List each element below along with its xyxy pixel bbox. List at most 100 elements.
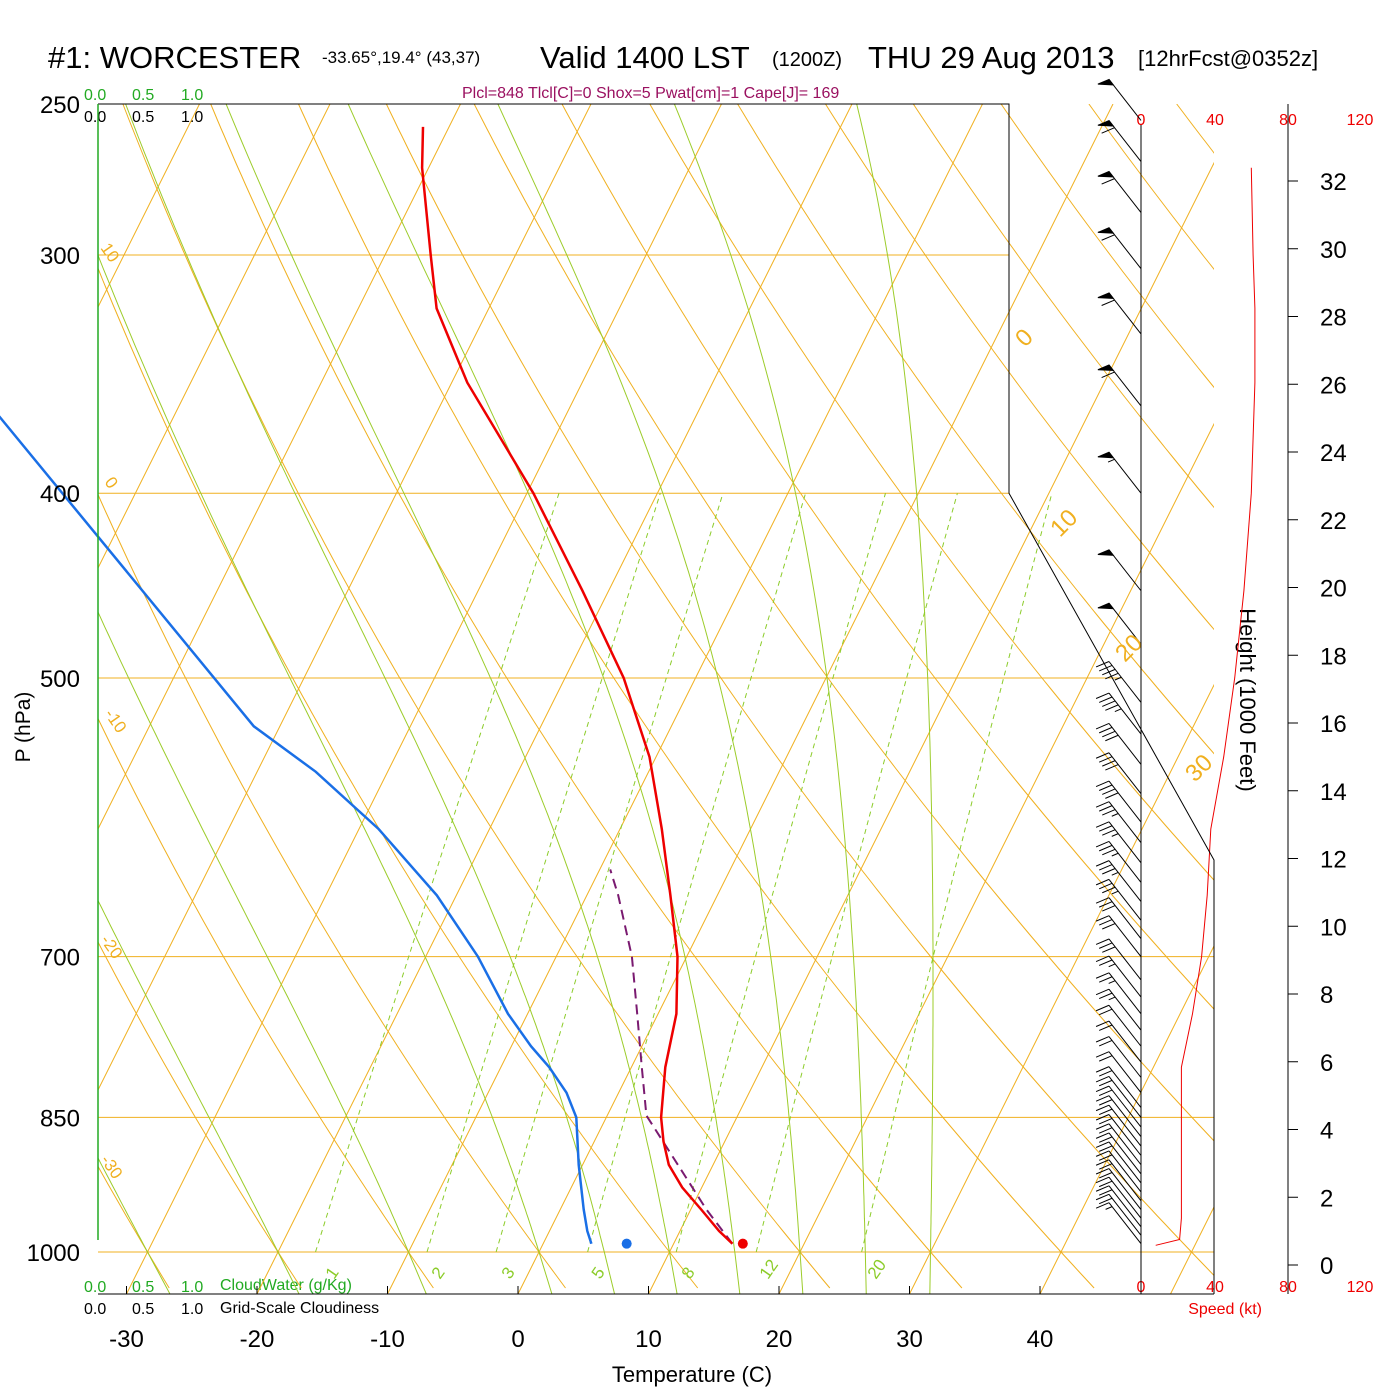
height-tick-label: 30 bbox=[1320, 237, 1347, 264]
wind-barb-feather bbox=[1095, 1104, 1110, 1112]
isotherm-line bbox=[1170, 1205, 1214, 1294]
wind-barb-feather bbox=[1098, 1163, 1113, 1170]
wind-barb-feather bbox=[1098, 882, 1113, 890]
height-tick-label: 8 bbox=[1320, 982, 1333, 1009]
isotherm-line bbox=[256, 104, 853, 1294]
wind-barb-feather bbox=[1095, 1114, 1110, 1121]
axes: 1 2 3 5 8 12 200102030100-10-20-30250300400500… bbox=[27, 92, 1347, 1353]
forecast-info: [12hrFcst@0352z] bbox=[1138, 46, 1318, 71]
wind-barb-feather bbox=[1098, 805, 1113, 812]
wind-barb-feather bbox=[1098, 1127, 1113, 1134]
wind-barb-feather bbox=[1098, 844, 1113, 852]
wind-barb-feather bbox=[1101, 234, 1115, 241]
moist-adiabat-line bbox=[125, 104, 616, 1294]
wind-barb-feather bbox=[1095, 801, 1110, 808]
wind-barb-feather bbox=[1102, 730, 1116, 738]
wind-barb-staff bbox=[1108, 1141, 1142, 1184]
wind-barb-staff bbox=[1108, 780, 1142, 823]
wind-barb-feather bbox=[1102, 946, 1116, 953]
wind-barb-feather bbox=[1105, 734, 1119, 742]
valid-time: Valid 1400 LST bbox=[540, 40, 750, 75]
wind-barb-feather bbox=[1095, 1132, 1110, 1139]
wind-barb-staff bbox=[1108, 915, 1142, 957]
wind-barb-feather bbox=[1102, 848, 1116, 856]
height-tick-label: 2 bbox=[1320, 1185, 1333, 1212]
wind-barb-staff bbox=[1108, 79, 1142, 121]
wind-barb-feather bbox=[1098, 825, 1113, 832]
wind-barb-staff bbox=[1108, 171, 1142, 213]
stability-indices: Plcl=848 Tlcl[C]=0 Shox=5 Pwat[cm]=1 Cap… bbox=[462, 85, 839, 102]
wind-barb-feather bbox=[1095, 860, 1110, 867]
dry-adiabat-label: -30 bbox=[97, 1151, 127, 1182]
wind-barb-feather bbox=[1095, 1193, 1110, 1201]
cloud-water-scale-bottom: 0.0 0.5 1.0 CloudWater (g/Kg) bbox=[84, 1277, 352, 1296]
wind-barb-staff bbox=[1108, 1132, 1142, 1175]
wind-barb-staff bbox=[1108, 1095, 1142, 1137]
isotherm-line bbox=[648, 161, 1214, 1294]
moist-adiabat-line bbox=[98, 899, 300, 1294]
surface-dewpoint-marker bbox=[621, 1238, 632, 1249]
background-lines bbox=[98, 104, 1214, 1294]
wind-barb-feather bbox=[1095, 1066, 1110, 1073]
wind-barb-feather bbox=[1095, 897, 1110, 904]
wind-barb-feather bbox=[1098, 1040, 1113, 1047]
dry-adiabat-line bbox=[98, 941, 302, 1289]
wind-barb-staff bbox=[1108, 1114, 1142, 1156]
wind-barb-staff bbox=[1108, 602, 1142, 645]
wind-barb-feather bbox=[1102, 788, 1116, 795]
wind-barb-staff bbox=[1108, 955, 1142, 998]
mixing-ratio-line bbox=[495, 493, 724, 1253]
cloudiness-tick: 0.0 bbox=[84, 1301, 106, 1318]
wind-barb-feather bbox=[1095, 1150, 1110, 1157]
moist-adiabat-line bbox=[673, 104, 867, 1294]
wind-barb-half-feather bbox=[1108, 980, 1116, 984]
speed-tick: 120 bbox=[1347, 112, 1374, 129]
wind-barb-half-feather bbox=[1111, 852, 1119, 857]
wind-barb-half-feather bbox=[1114, 676, 1122, 681]
wind-barb-feather bbox=[1098, 1079, 1113, 1087]
wind-barb-pennant bbox=[1097, 602, 1115, 610]
parcel-trace bbox=[609, 869, 734, 1245]
wind-barb-feather bbox=[1098, 726, 1113, 734]
station-title: #1: WORCESTER bbox=[48, 40, 301, 75]
wind-barb-feather bbox=[1095, 1085, 1110, 1093]
wind-barb-staff bbox=[1108, 1168, 1142, 1210]
wind-barb-half-feather bbox=[1114, 708, 1122, 713]
cloudiness-tick: 0.5 bbox=[132, 109, 154, 126]
moist-adiabat-line bbox=[225, 104, 678, 1294]
isotherm-line bbox=[778, 422, 1214, 1294]
isotherm-line bbox=[387, 104, 983, 1294]
wind-barb-feather bbox=[1095, 1176, 1110, 1184]
dry-adiabat-line bbox=[298, 104, 1095, 1289]
wind-barb-staff bbox=[1108, 860, 1142, 902]
dry-adiabat-line bbox=[385, 104, 1214, 1277]
station-coords: -33.65°,19.4° (43,37) bbox=[322, 48, 480, 67]
wind-barb-pennant bbox=[1097, 170, 1115, 178]
dry-adiabat-label: -10 bbox=[101, 705, 131, 736]
wind-barb-feather bbox=[1101, 178, 1115, 185]
pressure-tick-label: 300 bbox=[40, 243, 80, 270]
wind-barb-feather bbox=[1095, 692, 1110, 699]
wind-barb-feather bbox=[1098, 1008, 1113, 1016]
height-tick-label: 16 bbox=[1320, 711, 1347, 738]
cloud-water-tick: 0.5 bbox=[132, 1279, 154, 1296]
isotherm-line bbox=[126, 104, 722, 1294]
cloud-water-tick: 1.0 bbox=[181, 1279, 203, 1296]
wind-barb-feather bbox=[1095, 972, 1110, 979]
moist-adiabat-line bbox=[98, 253, 553, 1294]
mixing-ratio-line bbox=[587, 493, 807, 1253]
isotherm-label: 0 bbox=[1010, 324, 1039, 353]
valid-zulu: (1200Z) bbox=[772, 49, 842, 71]
cloudiness-tick: 0.5 bbox=[132, 1301, 154, 1318]
wind-barb-feather bbox=[1102, 923, 1116, 930]
wind-barb-feather bbox=[1098, 1118, 1113, 1125]
pressure-tick-label: 850 bbox=[40, 1105, 80, 1132]
wind-barb-staff bbox=[1108, 1036, 1142, 1078]
dewpoint-trace bbox=[0, 415, 593, 1245]
wind-barb-feather bbox=[1098, 1024, 1113, 1031]
wind-barb-half-feather bbox=[1111, 833, 1119, 837]
wind-barb-feather bbox=[1095, 722, 1110, 730]
wind-barb-staff bbox=[1108, 1185, 1142, 1228]
temperature-tick-label: -30 bbox=[109, 1326, 144, 1353]
